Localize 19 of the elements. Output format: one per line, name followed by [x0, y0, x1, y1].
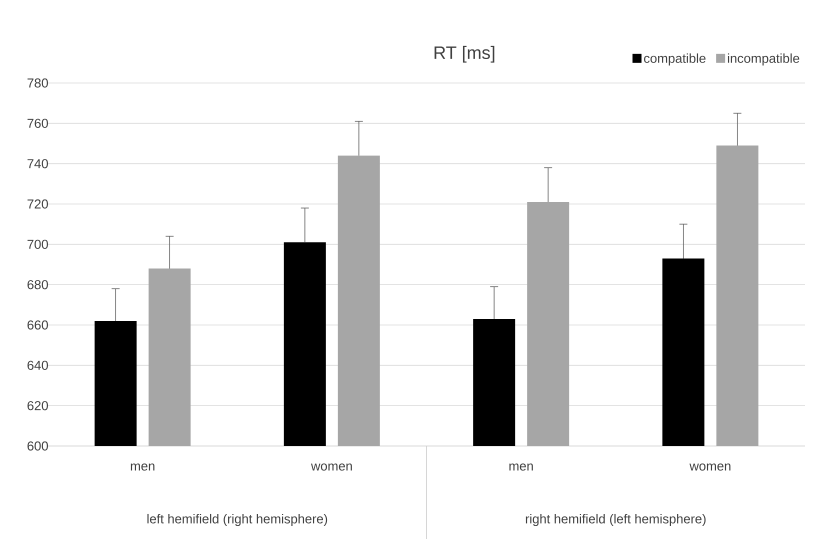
x-tick-label: men [509, 463, 533, 470]
y-tick-label: 620 [28, 400, 48, 410]
y-tick-label: 700 [28, 240, 48, 249]
text: right hemifield (left hemisphere) [526, 514, 706, 526]
y-tick-label: 680 [28, 280, 48, 290]
y-tick-label: 660 [28, 320, 48, 330]
y-tick-label: 720 [28, 199, 48, 208]
legend-label: incompatible [728, 53, 800, 66]
text: left hemifield (right hemisphere) [147, 514, 328, 526]
x-tick-label: women [310, 463, 352, 470]
chart-title: RT [ms] [434, 46, 494, 62]
y-tick-label: 740 [28, 158, 48, 168]
y-tick-label: 760 [28, 118, 48, 128]
y-tick-label: 640 [28, 360, 48, 370]
y-tick-label: 780 [28, 78, 48, 88]
x-tick-label: women [689, 463, 730, 470]
legend-label: compatible [644, 53, 706, 66]
x-tick-label: men [130, 463, 154, 470]
y-tick-label: 600 [28, 441, 48, 450]
